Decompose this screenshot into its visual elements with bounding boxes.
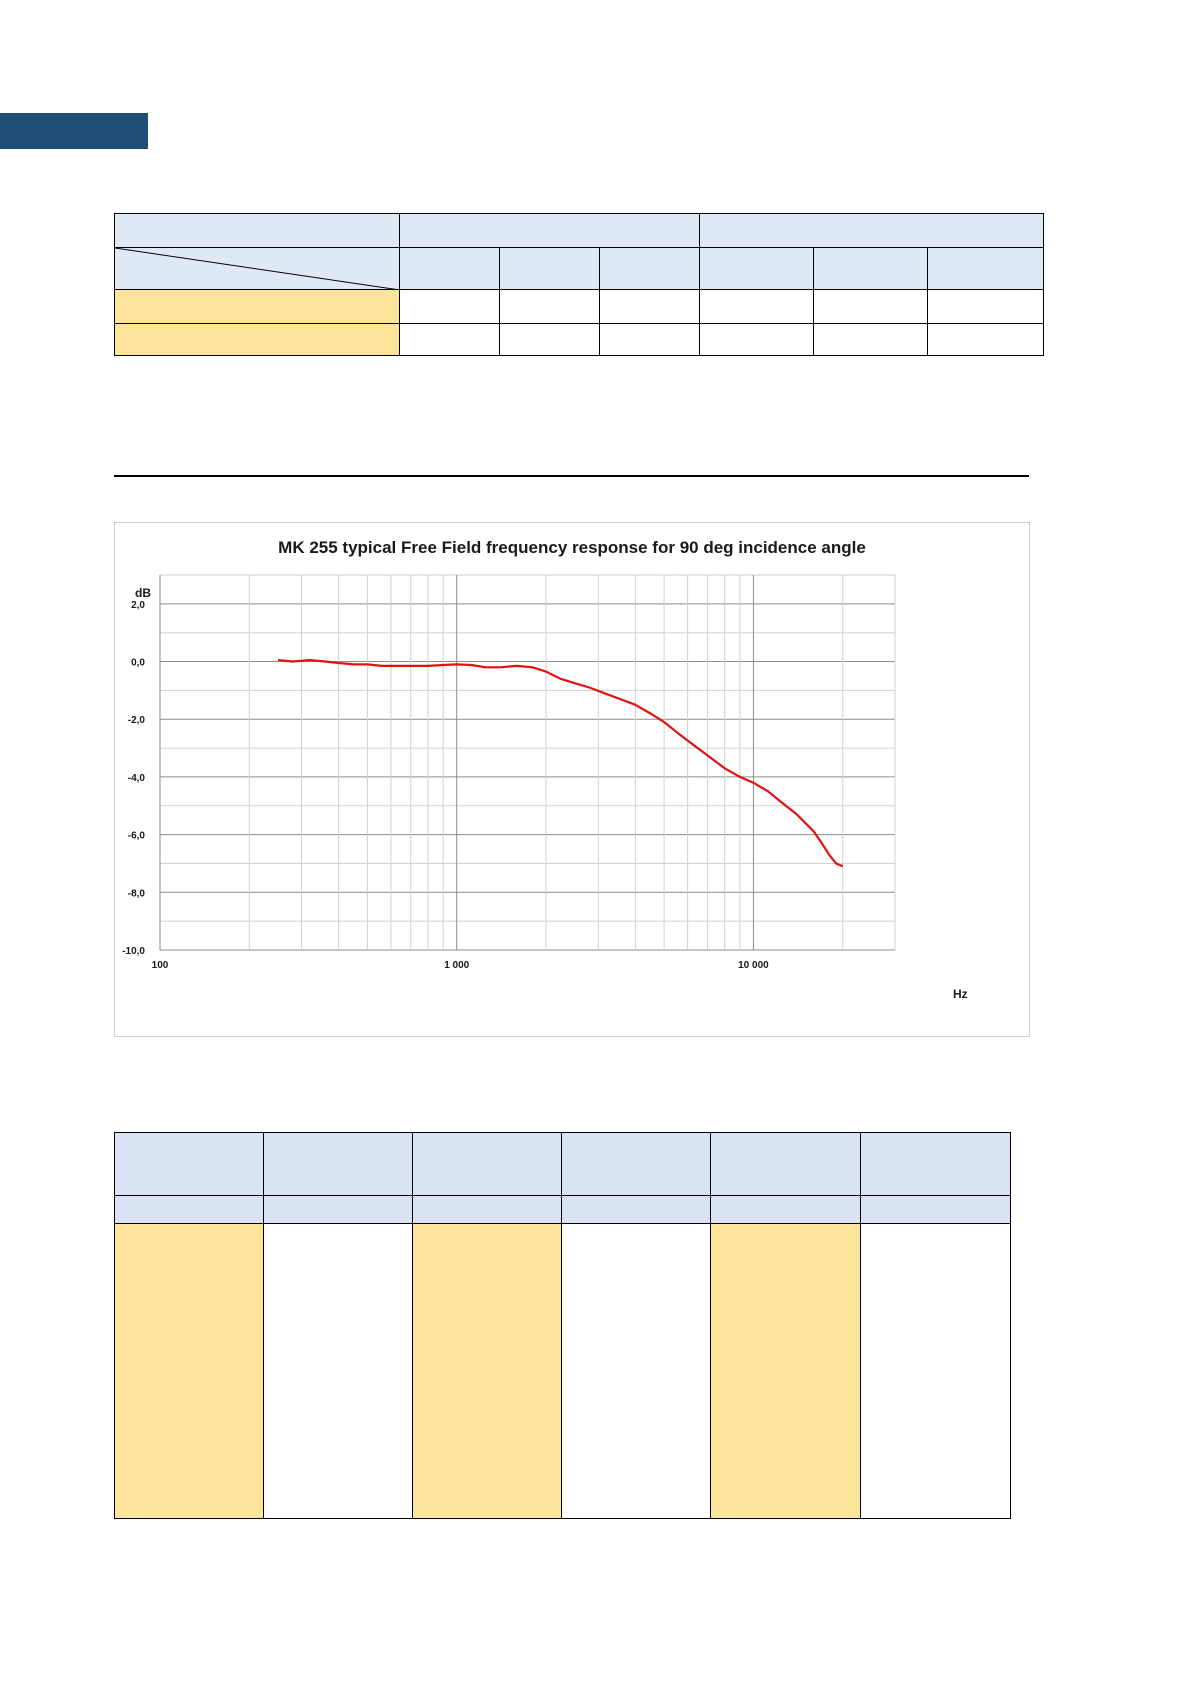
table1-subheader (399, 247, 500, 290)
table2-cell (412, 1223, 562, 1519)
table1-subheader (499, 247, 600, 290)
section-divider (114, 475, 1029, 477)
table2-subheader (561, 1195, 711, 1224)
specification-table (114, 213, 1045, 356)
table1-cell (813, 323, 929, 356)
table1-cell (399, 289, 500, 324)
table2-subheader (860, 1195, 1011, 1224)
table1-cell (927, 289, 1045, 324)
table1-cell (699, 323, 815, 356)
chart-axes: 2,0 0,0 -2,0 -4,0 -6,0 -8,0 -10,0 100 1 000 10 00… (122, 600, 769, 971)
table2-cell (263, 1223, 413, 1519)
table2-header (561, 1132, 711, 1196)
y-tick-label: 0,0 (131, 658, 145, 669)
ordering-table (114, 1132, 1011, 1519)
y-axis-unit: dB (135, 586, 151, 600)
table1-subheader (699, 247, 815, 290)
y-tick-label: -8,0 (128, 888, 146, 899)
table2-header (263, 1132, 413, 1196)
table1-header-corner (114, 213, 400, 248)
table1-header-group-1 (398, 213, 701, 248)
table2-subheader (710, 1195, 861, 1224)
x-axis-unit: Hz (953, 987, 968, 1001)
table2-cell (710, 1223, 861, 1519)
table1-header-group-2 (699, 213, 1045, 248)
table1-row-label (114, 289, 400, 324)
table2-header (860, 1132, 1011, 1196)
table2-header (710, 1132, 861, 1196)
y-tick-label: -10,0 (122, 946, 145, 957)
table1-diagonal-cell (114, 247, 400, 290)
diagonal-line (115, 248, 400, 290)
table2-cell (561, 1223, 711, 1519)
table1-cell (499, 289, 600, 324)
table1-cell (399, 323, 500, 356)
table1-subheader (813, 247, 929, 290)
table1-cell (598, 323, 701, 356)
table1-cell (813, 289, 929, 324)
chart-svg: MK 255 typical Free Field frequency resp… (122, 538, 968, 1001)
x-tick-label: 10 000 (738, 960, 769, 971)
chart-grid (159, 574, 896, 951)
chart-series (277, 659, 844, 868)
table1-subheader (598, 247, 701, 290)
table1-cell (499, 323, 600, 356)
table2-header (114, 1132, 264, 1196)
y-tick-label: 2,0 (131, 600, 145, 611)
y-tick-label: -4,0 (128, 773, 146, 784)
x-tick-label: 1 000 (444, 960, 469, 971)
section-header-bar (0, 113, 148, 149)
table1-cell (927, 323, 1045, 356)
table1-cell (598, 289, 701, 324)
chart-title: MK 255 typical Free Field frequency resp… (278, 538, 866, 557)
table2-cell (860, 1223, 1011, 1519)
x-tick-label: 100 (152, 960, 169, 971)
table2-cell (114, 1223, 264, 1519)
table2-subheader (412, 1195, 562, 1224)
frequency-response-line (277, 659, 844, 868)
table2-subheader (263, 1195, 413, 1224)
plot-border (159, 574, 896, 951)
table1-cell (699, 289, 815, 324)
table2-header (412, 1132, 562, 1196)
frequency-response-chart: MK 255 typical Free Field frequency resp… (114, 522, 1030, 1037)
table2-subheader (114, 1195, 264, 1224)
y-tick-label: -2,0 (128, 715, 146, 726)
y-tick-label: -6,0 (128, 831, 146, 842)
table1-row-label (114, 323, 400, 356)
table1-subheader (927, 247, 1045, 290)
